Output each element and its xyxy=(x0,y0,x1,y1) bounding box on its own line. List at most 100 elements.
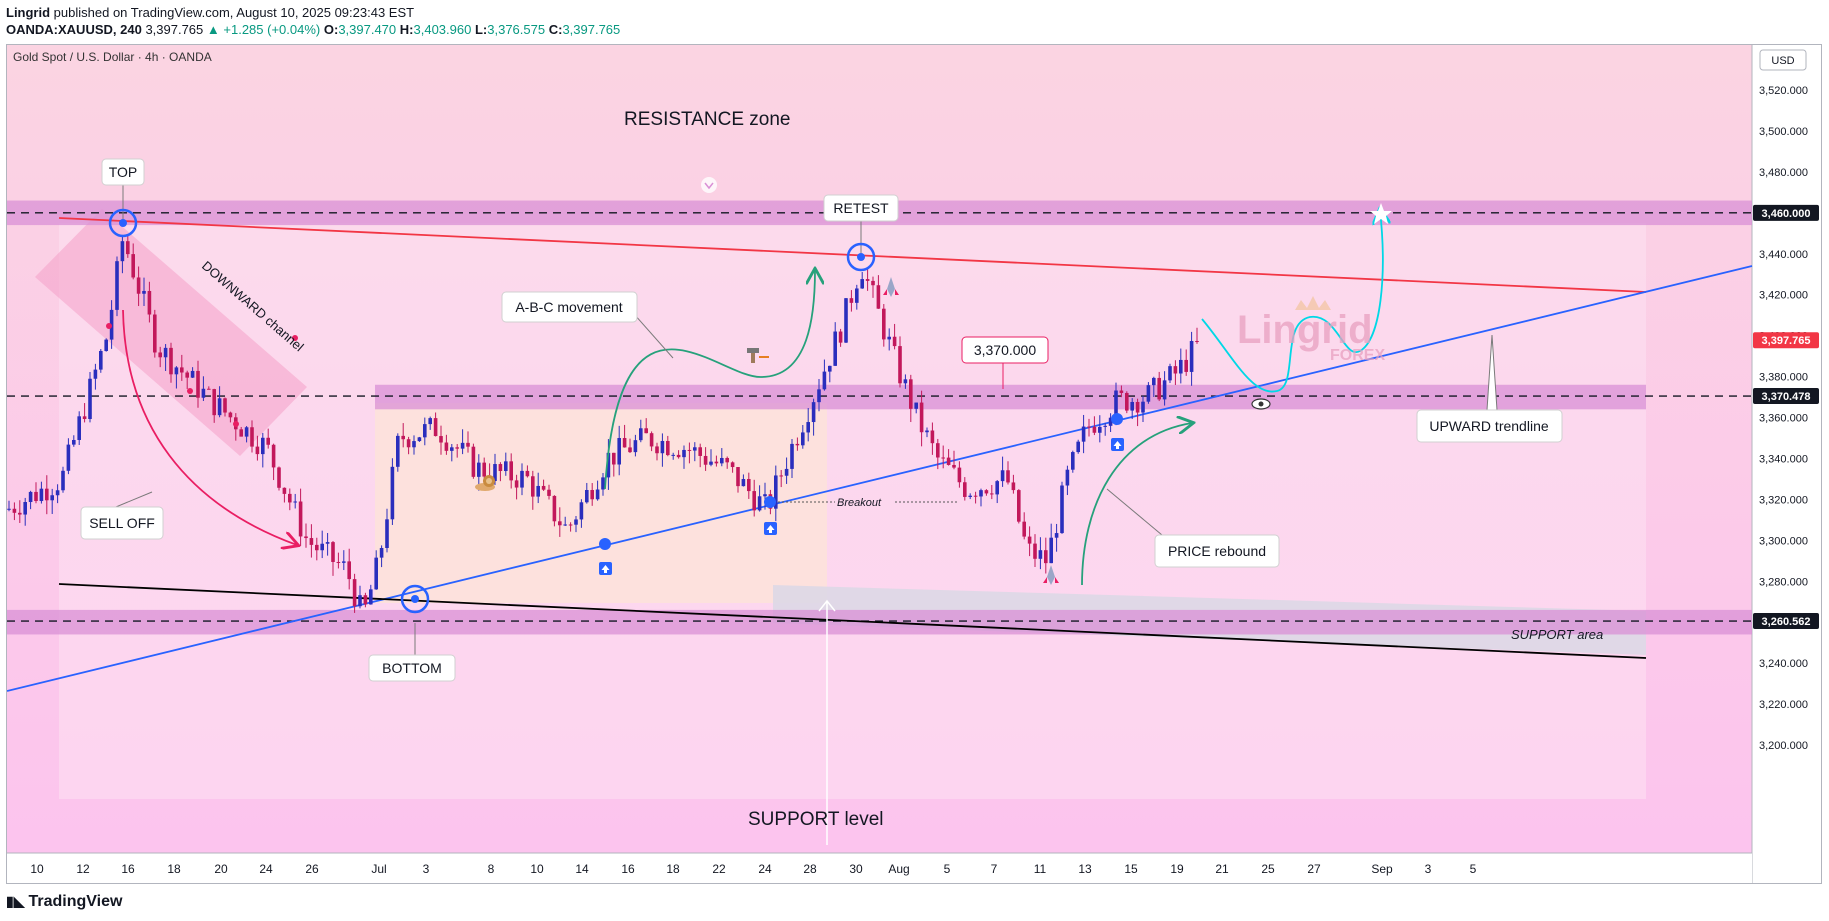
arrow-up-icon xyxy=(599,562,612,575)
candle-body xyxy=(525,470,530,477)
candle-body xyxy=(817,389,821,403)
candle-body xyxy=(471,446,476,477)
candle-body xyxy=(849,298,854,303)
candle-body xyxy=(50,495,54,501)
price-tick-label: 3,500.000 xyxy=(1759,126,1808,138)
candle-body xyxy=(342,561,346,563)
candle-body xyxy=(136,277,141,294)
candle-body xyxy=(28,491,33,503)
candle-body xyxy=(763,494,767,497)
candle-body xyxy=(1173,366,1178,374)
time-tick-label: 7 xyxy=(991,862,998,876)
candle-body xyxy=(401,435,405,440)
candle-body xyxy=(984,490,989,494)
candle-body xyxy=(541,485,546,490)
candle-body xyxy=(277,467,281,488)
publish-line: Lingrid published on TradingView.com, Au… xyxy=(6,5,414,20)
candle-body xyxy=(498,464,503,472)
gold-chart[interactable]: Lingrid FOREX Gold Spot / U.S. Dollar · … xyxy=(6,45,1821,883)
trendline-touch-2 xyxy=(764,496,776,508)
top-marker-dot xyxy=(119,219,127,227)
symbol-label[interactable]: OANDA:XAUUSD, 240 xyxy=(6,22,142,37)
candle-body xyxy=(687,449,692,451)
candle-body xyxy=(585,490,589,503)
published-text: published on TradingView.com, August 10,… xyxy=(53,5,415,20)
low-label: L: xyxy=(474,22,488,37)
candle-body xyxy=(709,461,713,465)
candle-body xyxy=(1130,401,1134,411)
candle-body xyxy=(1027,536,1032,544)
candle-body xyxy=(957,467,962,483)
time-tick-label: 24 xyxy=(259,862,273,876)
candle-body xyxy=(82,416,87,419)
candle-body xyxy=(228,412,233,418)
candle-body xyxy=(207,388,211,390)
candle-body xyxy=(1087,426,1091,428)
price-tags: 3,460.000 3,397.765 3,370.478 3,260.562 xyxy=(1753,204,1819,630)
author-name[interactable]: Lingrid xyxy=(6,5,51,20)
candle-body xyxy=(34,491,38,502)
candle-body xyxy=(358,595,362,607)
candle-body xyxy=(180,367,184,373)
candle-body xyxy=(126,241,130,255)
candle-body xyxy=(925,430,929,433)
arrow-up-icon xyxy=(764,522,777,535)
candle-body xyxy=(55,490,60,496)
candle-body xyxy=(633,440,638,453)
candle-body xyxy=(1162,380,1167,400)
high-label: H: xyxy=(399,22,414,37)
support-trendline[interactable] xyxy=(58,583,1647,659)
upward-trendline[interactable] xyxy=(6,265,1753,692)
candle-body xyxy=(1108,417,1113,426)
resistance-zone-label: RESISTANCE zone xyxy=(624,109,790,130)
candle-body xyxy=(460,442,465,449)
candle-body xyxy=(72,439,76,445)
candle-body xyxy=(88,378,92,419)
candle-body xyxy=(1098,426,1102,433)
price-tick-label: 3,380.000 xyxy=(1759,372,1808,384)
time-tick-label: 14 xyxy=(575,862,589,876)
candle-body xyxy=(298,501,303,537)
price-tick-label: 3,480.000 xyxy=(1759,167,1808,179)
candle-body xyxy=(439,436,443,443)
eye-icon xyxy=(1251,398,1271,410)
open-value: 3,397.470 xyxy=(338,22,397,37)
candle-body xyxy=(288,493,292,503)
candle-body xyxy=(1033,543,1037,559)
candle-body xyxy=(660,440,665,454)
price-tag-box xyxy=(1753,613,1819,630)
candle-body xyxy=(493,464,497,482)
time-axis[interactable]: 10 12 16 18 20 24 26 Jul 3 8 10 14 16 18 22 24 28 30 Aug 5 7… xyxy=(30,862,1476,876)
candle-body xyxy=(844,298,848,343)
time-tick-label: 27 xyxy=(1307,862,1321,876)
candle-body xyxy=(671,454,675,456)
candle-body xyxy=(466,442,470,447)
channel-point-4 xyxy=(233,421,239,427)
candle-body xyxy=(1060,485,1064,534)
price-tag-box xyxy=(1753,388,1819,405)
projection-path-arrow xyxy=(1201,210,1383,393)
candle-body xyxy=(666,440,670,456)
candle-body xyxy=(855,288,859,303)
candle-body xyxy=(601,477,605,490)
candle-body xyxy=(347,561,351,580)
candle-body xyxy=(12,508,17,513)
footer-brand[interactable]: ▮◣ TradingView xyxy=(6,893,122,911)
candle-body xyxy=(1011,482,1016,491)
candle-body xyxy=(261,437,265,455)
candle-body xyxy=(169,347,173,375)
time-axis-panel xyxy=(7,853,1752,883)
level-3370-callout: 3,370.000 xyxy=(961,336,1049,364)
chart-frame[interactable]: Lingrid FOREX Gold Spot / U.S. Dollar · … xyxy=(6,44,1822,884)
candle-body xyxy=(190,370,195,378)
candle-body xyxy=(714,461,719,464)
price-tick-label: 3,360.000 xyxy=(1759,413,1808,425)
candle-body xyxy=(104,339,108,351)
candle-body xyxy=(946,457,951,465)
candle-body xyxy=(952,464,956,468)
candle-body xyxy=(23,502,27,515)
currency-label[interactable]: USD xyxy=(1771,55,1794,67)
time-tick-label: 30 xyxy=(849,862,863,876)
candle-body xyxy=(1168,366,1172,381)
tradingview-logo-icon: ▮◣ xyxy=(6,893,25,909)
